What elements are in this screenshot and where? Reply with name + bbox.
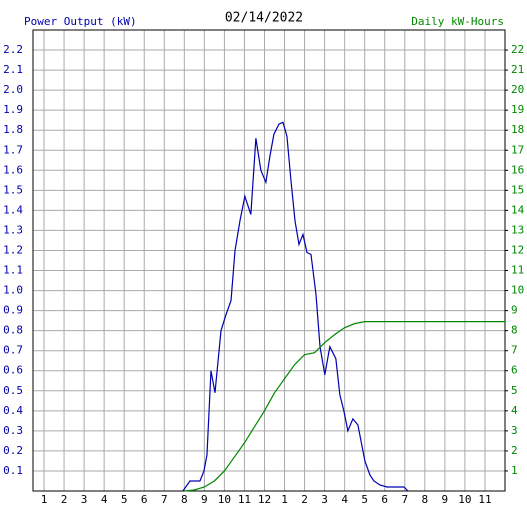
x-tick-label: 3 — [81, 493, 88, 506]
y-tick-label: 2.2 — [3, 43, 23, 56]
y2-tick-label: 16 — [511, 163, 524, 176]
x-tick-label: 2 — [301, 493, 308, 506]
x-tick-label: 3 — [321, 493, 328, 506]
x-tick-label: 12 — [258, 493, 271, 506]
y2-tick-label: 13 — [511, 223, 524, 236]
y-tick-label: 0.2 — [3, 444, 23, 457]
y2-tick-label: 9 — [511, 304, 518, 317]
y2-tick-label: 3 — [511, 424, 518, 437]
y2-tick-label: 1 — [511, 464, 518, 477]
y-tick-label: 0.4 — [3, 404, 23, 417]
x-tick-label: 5 — [361, 493, 368, 506]
x-tick-label: 5 — [121, 493, 128, 506]
y-tick-label: 1.1 — [3, 264, 23, 277]
y2-tick-label: 17 — [511, 143, 524, 156]
y2-axis-label: Daily kW-Hours — [411, 15, 504, 28]
y2-tick-label: 15 — [511, 183, 524, 196]
data-line — [182, 121, 409, 492]
y2-tick-label: 18 — [511, 123, 524, 136]
x-tick-label: 6 — [381, 493, 388, 506]
y-tick-label: 2.0 — [3, 83, 23, 96]
y2-tick-label: 19 — [511, 103, 524, 116]
y-tick-label: 1.6 — [3, 163, 23, 176]
x-tick-label: 9 — [201, 493, 208, 506]
y-tick-label: 1.9 — [3, 103, 23, 116]
y-tick-label: 1.2 — [3, 243, 23, 256]
x-tick-label: 4 — [101, 493, 108, 506]
x-tick-label: 10 — [218, 493, 231, 506]
x-tick-label: 11 — [238, 493, 251, 506]
plot-border — [32, 29, 506, 492]
y2-tick-label: 5 — [511, 384, 518, 397]
y2-tick-label: 20 — [511, 83, 524, 96]
y2-tick-label: 4 — [511, 404, 518, 417]
x-tick-label: 8 — [422, 493, 429, 506]
y2-tick-label: 10 — [511, 284, 524, 297]
x-tick-label: 6 — [141, 493, 148, 506]
y2-tick-label: 7 — [511, 344, 518, 357]
y-tick-label: 1.4 — [3, 203, 23, 216]
y-tick-label: 0.8 — [3, 324, 23, 337]
y-tick-label: 0.5 — [3, 384, 23, 397]
y-tick-label: 0.9 — [3, 304, 23, 317]
y2-tick-label: 22 — [511, 43, 524, 56]
y2-tick-label: 11 — [511, 264, 524, 277]
x-tick-label: 7 — [401, 493, 408, 506]
y-axis-label: Power Output (kW) — [24, 15, 137, 28]
y-tick-label: 1.0 — [3, 284, 23, 297]
y-tick-label: 1.7 — [3, 143, 23, 156]
x-tick-label: 10 — [458, 493, 471, 506]
chart-title: 02/14/2022 — [225, 11, 303, 26]
x-tick-label: 8 — [181, 493, 188, 506]
x-tick-label: 1 — [281, 493, 288, 506]
y2-tick-label: 8 — [511, 324, 518, 337]
y-tick-label: 0.6 — [3, 364, 23, 377]
y-tick-label: 2.1 — [3, 63, 23, 76]
x-tick-label: 1 — [41, 493, 48, 506]
y2-tick-label: 14 — [511, 203, 525, 216]
y2-tick-label: 2 — [511, 444, 518, 457]
x-tick-label: 4 — [341, 493, 348, 506]
y2-tick-label: 21 — [511, 63, 524, 76]
y-tick-label: 0.1 — [3, 464, 23, 477]
x-tick-label: 9 — [442, 493, 449, 506]
y-tick-label: 1.8 — [3, 123, 23, 136]
y-tick-label: 0.3 — [3, 424, 23, 437]
y-tick-label: 1.5 — [3, 183, 23, 196]
y-tick-label: 1.3 — [3, 223, 23, 236]
x-tick-label: 2 — [61, 493, 68, 506]
y2-tick-label: 12 — [511, 243, 524, 256]
y2-tick-label: 6 — [511, 364, 518, 377]
data-line — [184, 321, 505, 492]
y-tick-label: 0.7 — [3, 344, 23, 357]
x-tick-label: 7 — [161, 493, 168, 506]
x-tick-label: 11 — [478, 493, 491, 506]
